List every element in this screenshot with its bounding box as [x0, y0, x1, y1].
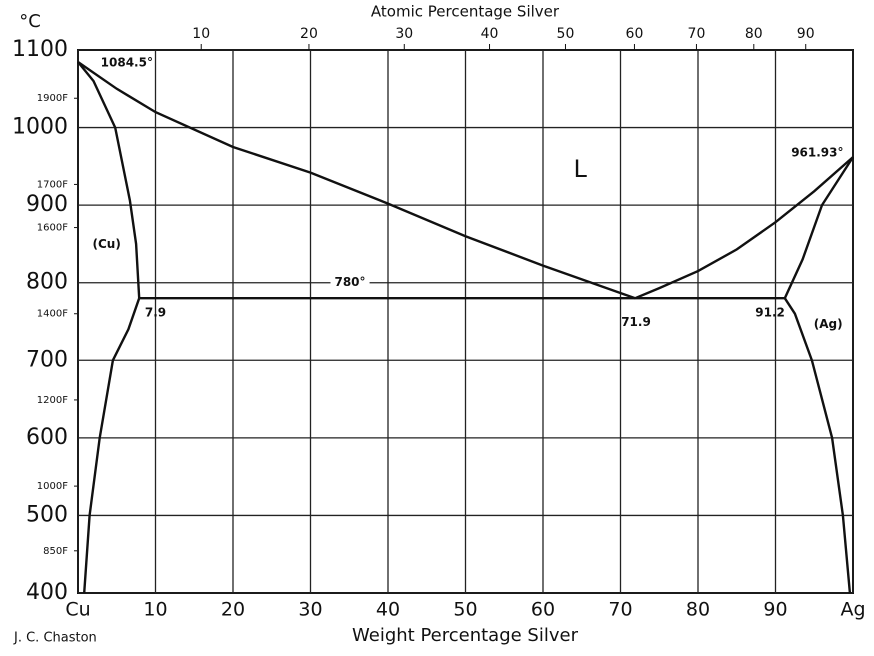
- annotation: 1084.5°: [101, 56, 153, 70]
- label-gap: [330, 275, 370, 290]
- f-tick-label: 1400F: [37, 309, 68, 320]
- annotation: L: [574, 155, 588, 183]
- x2-tick-label: 90: [797, 26, 815, 42]
- phase-boundary: [77, 61, 636, 300]
- x-tick-label: 20: [221, 599, 245, 621]
- f-tick-label: 1900F: [37, 93, 68, 104]
- annotation: 7.9: [145, 305, 166, 319]
- phase-boundary: [83, 297, 141, 594]
- phase-boundary: [77, 61, 141, 299]
- x2-tick-label: 80: [745, 26, 763, 42]
- x-tick-label: 60: [531, 599, 555, 621]
- x-tick-label: Cu: [65, 599, 90, 621]
- x2-tick-label: 40: [481, 26, 499, 42]
- y-tick-label: 400: [26, 580, 68, 605]
- annotation: (Cu): [93, 237, 121, 251]
- f-tick-label: 850F: [43, 546, 68, 557]
- y-tick-label: 800: [26, 270, 68, 295]
- x-tick-label: 90: [763, 599, 787, 621]
- y-tick-label: 1100: [12, 37, 68, 62]
- x-tick-label: 80: [686, 599, 710, 621]
- y-tick-label: 900: [26, 192, 68, 217]
- annotation: 91.2: [755, 305, 785, 319]
- credit: J. C. Chaston: [13, 631, 97, 646]
- y-tick-label: 700: [26, 347, 68, 372]
- annotation: (Ag): [814, 317, 843, 331]
- x-axis-label: Weight Percentage Silver: [352, 625, 579, 646]
- x-tick-label: 50: [453, 599, 477, 621]
- y-unit: °C: [19, 11, 41, 32]
- x-tick-label: 40: [376, 599, 400, 621]
- y-tick-label: 500: [26, 502, 68, 527]
- f-tick-label: 1200F: [37, 395, 68, 406]
- x2-tick-label: 60: [626, 26, 644, 42]
- x-tick-label: 30: [298, 599, 322, 621]
- x2-tick-label: 70: [688, 26, 706, 42]
- x-tick-label: 10: [143, 599, 167, 621]
- phase-boundary: [783, 297, 852, 594]
- f-tick-label: 1600F: [37, 223, 68, 234]
- annotation: 780°: [334, 275, 365, 289]
- y-tick-label: 1000: [12, 115, 68, 140]
- x-tick-label: 70: [608, 599, 632, 621]
- annotation: 71.9: [621, 315, 651, 329]
- y-tick-label: 600: [26, 425, 68, 450]
- annotation: 961.93°: [791, 146, 843, 160]
- phase-boundary: [783, 156, 855, 299]
- x2-tick-label: 10: [192, 26, 210, 42]
- f-tick-label: 1000F: [37, 481, 68, 492]
- x2-tick-label: 30: [395, 26, 413, 42]
- x2-tick-label: 20: [300, 26, 318, 42]
- phase-boundary: [634, 156, 854, 300]
- x2-axis-label: Atomic Percentage Silver: [371, 3, 560, 21]
- f-tick-label: 1700F: [37, 179, 68, 190]
- x-tick-label: Ag: [840, 599, 865, 621]
- x2-tick-label: 50: [557, 26, 575, 42]
